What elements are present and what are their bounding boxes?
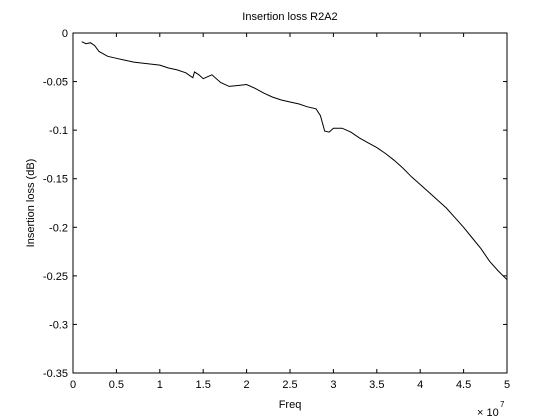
x-tick-label: 3.5 bbox=[369, 379, 384, 391]
y-tick-label: -0.25 bbox=[43, 271, 68, 283]
insertion-loss-series-line bbox=[81, 41, 508, 281]
x-tick-label: 2.5 bbox=[282, 379, 297, 391]
y-axis-label: Insertion loss (dB) bbox=[25, 159, 37, 248]
x-tick-label: 3 bbox=[330, 379, 336, 391]
x-tick-label: 5 bbox=[504, 379, 510, 391]
y-tick-label: -0.1 bbox=[49, 125, 68, 137]
x-axis-multiplier-label: × 10 bbox=[477, 407, 499, 419]
x-tick-label: 1.5 bbox=[196, 379, 211, 391]
y-axis-ticks: 0 -0.05 -0.1 -0.15 -0.2 -0.25 -0.3 -0.35 bbox=[43, 28, 507, 380]
x-axis-label: Freq bbox=[279, 399, 302, 411]
x-tick-label: 4.5 bbox=[456, 379, 471, 391]
chart-title: Insertion loss R2A2 bbox=[242, 11, 337, 23]
y-tick-label: 0 bbox=[62, 28, 68, 40]
x-axis-multiplier-exponent: 7 bbox=[500, 400, 505, 409]
x-tick-label: 0 bbox=[70, 379, 76, 391]
x-axis-ticks: 0 0.5 1 1.5 2 2.5 3 3.5 4 4.5 5 bbox=[70, 33, 510, 391]
x-tick-label: 4 bbox=[417, 379, 423, 391]
x-tick-label: 0.5 bbox=[109, 379, 124, 391]
plot-area-frame bbox=[72, 32, 508, 374]
x-tick-label: 1 bbox=[157, 379, 163, 391]
y-tick-label: -0.2 bbox=[49, 222, 68, 234]
x-tick-label: 2 bbox=[244, 379, 250, 391]
y-tick-label: -0.3 bbox=[49, 319, 68, 331]
y-tick-label: -0.05 bbox=[43, 77, 68, 89]
y-tick-label: -0.35 bbox=[43, 368, 68, 380]
y-tick-label: -0.15 bbox=[43, 174, 68, 186]
